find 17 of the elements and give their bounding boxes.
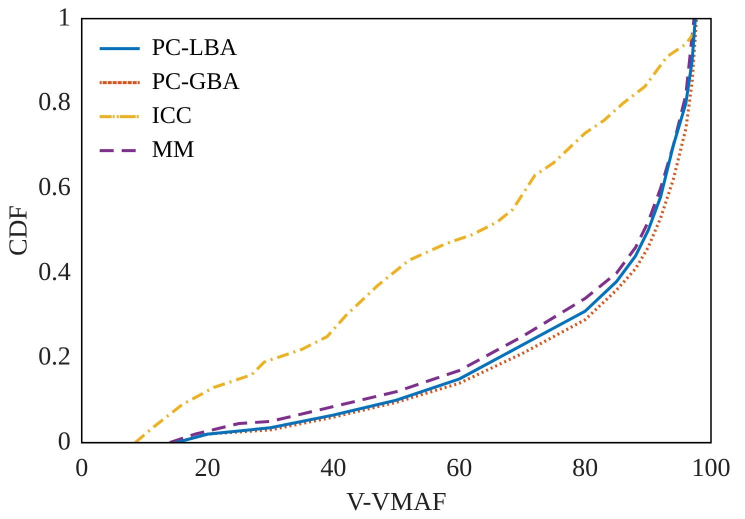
y-tick-label: 0.8 [38, 87, 71, 116]
x-tick-label: 60 [446, 453, 472, 482]
y-tick-label: 0.6 [38, 172, 71, 202]
legend-label: PC-LBA [152, 34, 238, 61]
legend-label: MM [152, 136, 194, 163]
y-axis-title: CDF [3, 205, 32, 256]
legend-label: ICC [152, 102, 192, 129]
legend-label: PC-GBA [152, 68, 240, 95]
y-tick-label: 0.4 [38, 256, 71, 286]
x-tick-label: 100 [692, 453, 730, 482]
x-tick-label: 80 [572, 453, 598, 482]
x-tick-label: 20 [194, 453, 221, 482]
x-tick-label: 40 [320, 453, 346, 482]
y-tick-label: 1 [58, 2, 71, 32]
x-axis-title: V-VMAF [346, 487, 446, 516]
y-tick-label: 0.2 [38, 342, 71, 371]
y-tick-label: 0 [58, 426, 71, 456]
